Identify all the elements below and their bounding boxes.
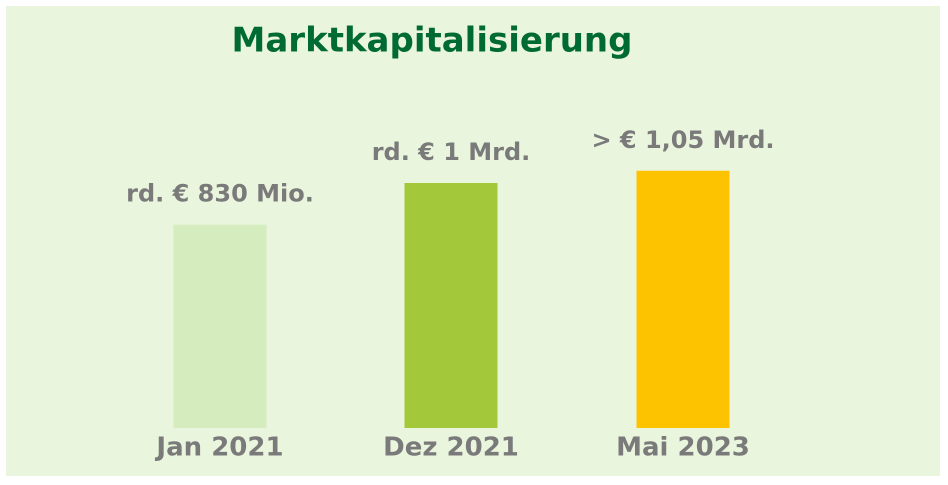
value-label: > € 1,05 Mrd. bbox=[591, 126, 774, 154]
x-tick-label: Dez 2021 bbox=[383, 433, 519, 463]
bar bbox=[173, 224, 267, 428]
bar bbox=[404, 183, 498, 428]
value-label: rd. € 830 Mio. bbox=[126, 180, 314, 208]
x-tick-label: Jan 2021 bbox=[154, 433, 283, 463]
bar bbox=[636, 170, 730, 428]
x-tick-label: Mai 2023 bbox=[616, 433, 750, 463]
chart-title: Marktkapitalisierung bbox=[232, 21, 633, 61]
value-label: rd. € 1 Mrd. bbox=[372, 138, 531, 166]
